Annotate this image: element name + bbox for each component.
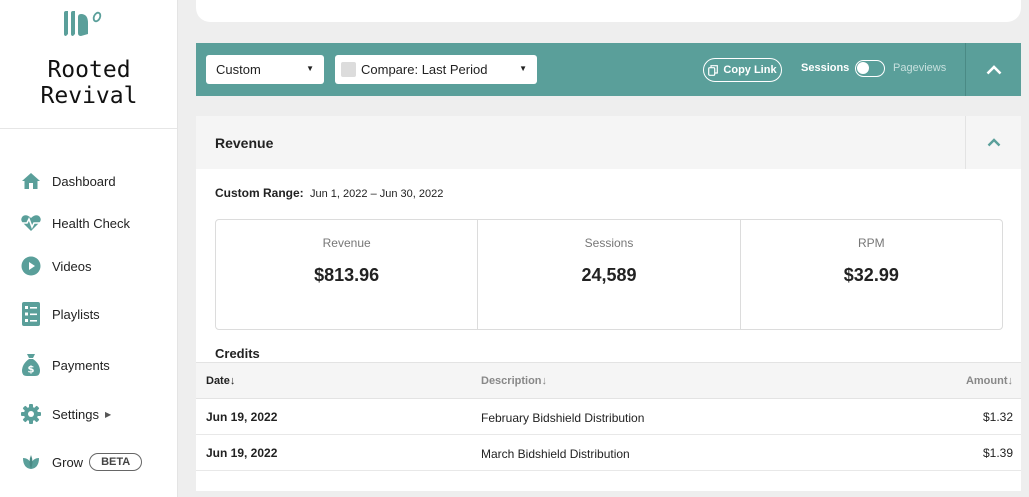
- stat-label: Revenue: [322, 236, 371, 250]
- nav-item-settings[interactable]: Settings ▶: [20, 400, 111, 428]
- revenue-panel: Revenue Custom Range: Jun 1, 2022 – Jun …: [196, 116, 1021, 491]
- credits-table: Date↓ Description↓ Amount↓ Jun 19, 2022 …: [196, 362, 1021, 471]
- gear-icon: [20, 403, 42, 425]
- table-header: Date↓ Description↓ Amount↓: [196, 362, 1021, 399]
- custom-range-value: Jun 1, 2022 – Jun 30, 2022: [310, 188, 444, 200]
- chevron-up-icon: [986, 64, 1001, 74]
- collapse-toolbar-button[interactable]: [966, 43, 1021, 96]
- stat-rpm: RPM $32.99: [741, 220, 1002, 329]
- beta-badge: BETA: [89, 453, 143, 471]
- column-header-date[interactable]: Date↓: [206, 375, 235, 387]
- nav-label-dashboard: Dashboard: [52, 173, 116, 189]
- play-circle-icon: [20, 255, 42, 277]
- nav-item-grow[interactable]: Grow BETA: [20, 448, 143, 476]
- collapse-revenue-button[interactable]: [966, 116, 1021, 169]
- stat-value: 24,589: [581, 265, 637, 285]
- compare-select[interactable]: Compare: Last Period ▼: [335, 55, 537, 84]
- column-header-date-label: Date: [206, 375, 230, 387]
- stat-label: RPM: [857, 236, 885, 250]
- row-amount: $1.32: [982, 410, 1013, 424]
- stats-summary: Revenue $813.96 Sessions 24,589 RPM $32.…: [215, 219, 1003, 330]
- column-header-amount-label: Amount: [965, 375, 1008, 387]
- credits-title: Credits: [215, 346, 260, 361]
- revenue-panel-header: Revenue: [196, 116, 1021, 169]
- panel-divider: [965, 116, 966, 169]
- nav-label-playlists: Playlists: [52, 306, 100, 322]
- row-description: February Bidshield Distribution: [481, 411, 645, 425]
- sort-arrow-icon: ↓: [229, 375, 236, 387]
- sort-arrow-icon: ↓: [541, 375, 548, 387]
- toggle-knob: [857, 62, 869, 74]
- nav-item-playlists[interactable]: Playlists: [20, 300, 100, 328]
- table-row: Jun 19, 2022 March Bidshield Distributio…: [196, 435, 1021, 471]
- compare-select-value: Compare: Last Period: [361, 62, 488, 77]
- heartbeat-icon: [20, 212, 42, 234]
- custom-range-label: Custom Range:: [215, 186, 304, 200]
- nav-label-settings: Settings: [52, 406, 99, 422]
- custom-range-line: Custom Range: Jun 1, 2022 – Jun 30, 2022: [215, 186, 443, 200]
- nav-label-health-check: Health Check: [52, 215, 131, 231]
- stat-sessions: Sessions 24,589: [478, 220, 741, 329]
- brand-logo-icon[interactable]: [61, 9, 103, 44]
- nav-label-grow: Grow: [52, 454, 84, 470]
- toggle-label-sessions: Sessions: [801, 62, 850, 74]
- svg-text:$: $: [28, 365, 35, 376]
- row-date: Jun 19, 2022: [206, 410, 278, 424]
- list-icon: [20, 302, 42, 326]
- nav-item-videos[interactable]: Videos: [20, 252, 92, 280]
- top-card: [196, 0, 1021, 22]
- sort-arrow-icon: ↓: [1007, 375, 1014, 387]
- column-header-description-label: Description: [481, 375, 542, 387]
- compare-checkbox[interactable]: [341, 62, 356, 77]
- toggle-label-pageviews: Pageviews: [893, 62, 947, 74]
- brand-area: Rooted Revival: [0, 0, 177, 129]
- copy-link-label: Copy Link: [723, 64, 777, 76]
- chevron-up-icon: [987, 138, 1000, 147]
- nav-item-dashboard[interactable]: Dashboard: [20, 167, 116, 195]
- copy-link-button[interactable]: Copy Link: [703, 58, 782, 82]
- leaf-icon: [20, 451, 42, 473]
- money-bag-icon: $: [20, 354, 42, 376]
- table-row: Jun 19, 2022 February Bidshield Distribu…: [196, 399, 1021, 435]
- column-header-amount[interactable]: Amount↓: [966, 375, 1013, 387]
- nav-item-payments[interactable]: $ Payments: [20, 351, 110, 379]
- column-header-description[interactable]: Description↓: [481, 375, 547, 387]
- nav-label-payments: Payments: [52, 357, 110, 373]
- dropdown-arrow-icon: ▼: [519, 64, 527, 73]
- date-range-select-value: Custom: [216, 62, 261, 77]
- brand-name: Rooted Revival: [40, 57, 138, 109]
- caret-right-icon: ▶: [104, 409, 112, 419]
- dropdown-arrow-icon: ▼: [306, 64, 314, 73]
- date-range-select[interactable]: Custom ▼: [206, 55, 324, 84]
- stat-revenue: Revenue $813.96: [216, 220, 479, 329]
- home-icon: [20, 170, 42, 192]
- row-amount: $1.39: [982, 446, 1013, 460]
- filter-toolbar: Custom ▼ Compare: Last Period ▼ Copy Lin…: [196, 43, 1021, 96]
- sidebar: Rooted Revival Dashboard Health Check Vi…: [0, 0, 178, 497]
- toolbar-divider: [965, 43, 966, 96]
- panel-title: Revenue: [215, 135, 274, 151]
- row-description: March Bidshield Distribution: [481, 447, 630, 461]
- stat-value: $813.96: [314, 265, 380, 285]
- row-date: Jun 19, 2022: [206, 446, 278, 460]
- nav-item-health-check[interactable]: Health Check: [20, 209, 130, 237]
- sessions-pageviews-toggle[interactable]: [855, 60, 885, 77]
- stat-value: $32.99: [843, 265, 899, 285]
- nav-label-videos: Videos: [52, 258, 92, 274]
- copy-icon: [708, 64, 719, 76]
- stat-label: Sessions: [584, 236, 634, 250]
